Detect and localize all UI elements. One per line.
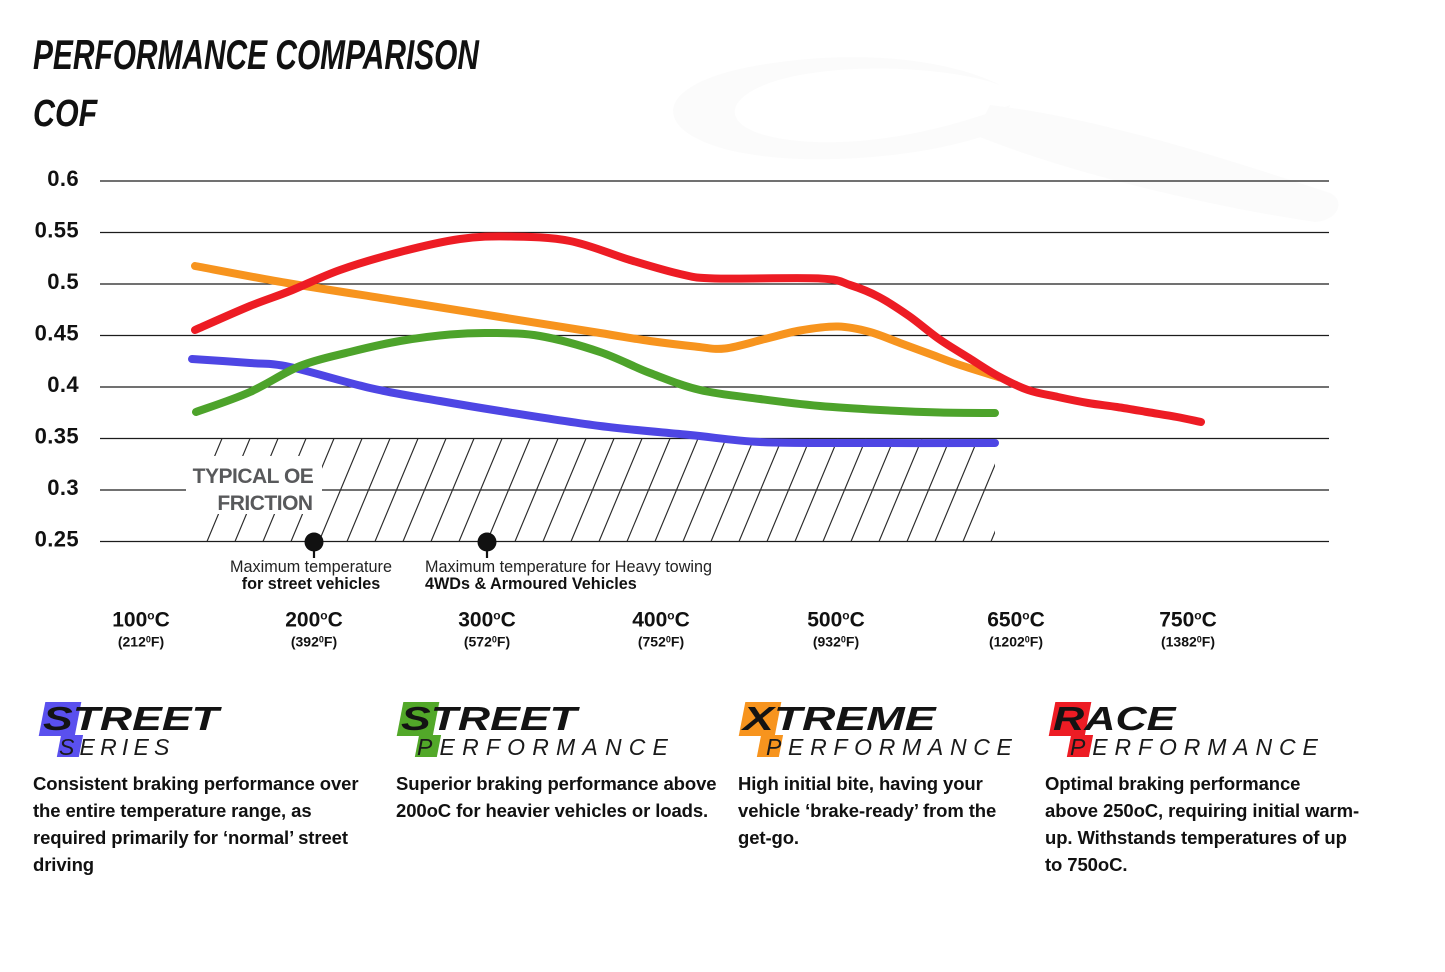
svg-text:(13820F): (13820F)	[1161, 634, 1215, 650]
svg-text:0.55: 0.55	[35, 217, 79, 242]
svg-text:650oC: 650oC	[987, 609, 1045, 632]
svg-text:FRICTION: FRICTION	[217, 492, 312, 515]
svg-text:0.25: 0.25	[35, 526, 79, 551]
svg-text:100oC: 100oC	[112, 609, 170, 632]
svg-text:400oC: 400oC	[632, 609, 690, 632]
svg-text:0.4: 0.4	[47, 372, 79, 397]
svg-text:0.3: 0.3	[47, 475, 79, 500]
svg-text:0.6: 0.6	[47, 166, 79, 191]
svg-text:0.45: 0.45	[35, 320, 79, 345]
svg-text:500oC: 500oC	[807, 609, 865, 632]
svg-text:(9320F): (9320F)	[813, 634, 859, 650]
svg-text:0.35: 0.35	[35, 423, 79, 448]
svg-text:4WDs & Armoured Vehicles: 4WDs & Armoured Vehicles	[425, 575, 637, 593]
svg-text:Maximum temperature for Heavy: Maximum temperature for Heavy towing	[425, 558, 712, 576]
svg-text:TYPICAL OE: TYPICAL OE	[193, 465, 314, 488]
svg-text:0.5: 0.5	[47, 269, 79, 294]
svg-text:750oC: 750oC	[1159, 609, 1217, 632]
svg-text:(12020F): (12020F)	[989, 634, 1043, 650]
svg-text:200oC: 200oC	[285, 609, 343, 632]
svg-text:Maximum temperature: Maximum temperature	[230, 558, 392, 576]
svg-text:(3920F): (3920F)	[291, 634, 337, 650]
svg-text:(2120F): (2120F)	[118, 634, 164, 650]
svg-text:(5720F): (5720F)	[464, 634, 510, 650]
svg-text:(7520F): (7520F)	[638, 634, 684, 650]
svg-text:300oC: 300oC	[458, 609, 516, 632]
svg-text:for street vehicles: for street vehicles	[242, 575, 381, 593]
